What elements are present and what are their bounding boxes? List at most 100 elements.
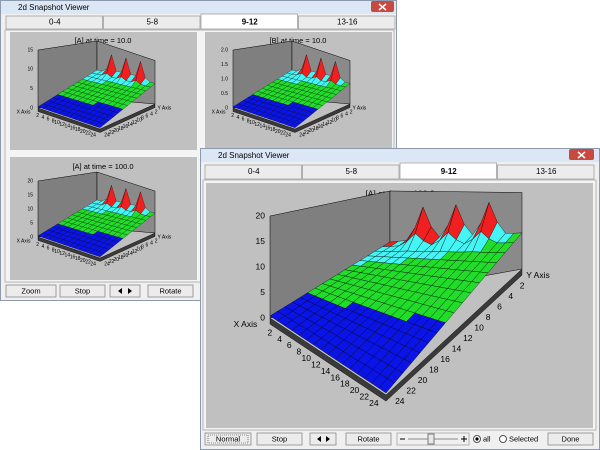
z-tick-label: 1.0 — [221, 76, 228, 82]
y-tick-label: 16 — [123, 124, 129, 130]
tab[interactable] — [200, 13, 298, 30]
y-tick-label: 12 — [132, 249, 138, 255]
arrow-icons — [317, 436, 330, 442]
slider[interactable] — [396, 432, 470, 446]
x-tick-label: 6 — [287, 340, 292, 350]
tab[interactable] — [399, 162, 497, 180]
tab-label: 5-8 — [146, 18, 158, 27]
y-tick-label: 4 — [150, 111, 153, 117]
x-tick-label: 2 — [268, 327, 273, 337]
x-tick-label: 14 — [260, 124, 266, 130]
tab-label: 9-12 — [441, 167, 458, 176]
radio-dot — [475, 437, 479, 441]
button[interactable] — [345, 432, 392, 446]
base-slab — [232, 103, 351, 133]
button[interactable] — [59, 284, 106, 298]
tab[interactable] — [5, 15, 103, 30]
x-axis-label: X Axis — [17, 109, 31, 115]
x-tick-label: 24 — [285, 132, 291, 138]
button[interactable] — [5, 284, 57, 298]
x-tick-label: 2 — [36, 242, 39, 248]
tab[interactable] — [497, 164, 595, 180]
tab[interactable] — [302, 164, 400, 180]
y-tick-label: 6 — [497, 301, 502, 311]
y-tick-label: 20 — [113, 257, 119, 263]
x-tick-label: 4 — [41, 244, 44, 250]
z-tick-label: 10 — [27, 206, 33, 212]
x-tick-label: 14 — [65, 124, 71, 130]
y-tick-label: 2 — [155, 238, 158, 244]
x-tick-label: 18 — [75, 127, 81, 133]
x-tick-label: 2 — [36, 113, 39, 119]
y-tick-label: 2 — [520, 280, 525, 290]
y-tick-label: 8 — [141, 245, 144, 251]
base-slab — [269, 268, 523, 402]
x-tick-label: 6 — [47, 117, 50, 123]
x-tick-label: 18 — [340, 379, 350, 389]
tab[interactable] — [103, 15, 201, 30]
base-slab — [37, 232, 156, 262]
y-tick-label: 6 — [146, 114, 149, 120]
tab-label: 0-4 — [49, 18, 61, 27]
y-tick-label: 10 — [331, 118, 337, 124]
base-slab — [37, 103, 156, 133]
y-tick-label: 8 — [141, 116, 144, 122]
x-tick-label: 4 — [236, 115, 239, 121]
z-tick-label: 0.5 — [221, 91, 228, 97]
y-tick-label: 18 — [118, 126, 124, 132]
button[interactable] — [204, 432, 252, 446]
z-tick-label: 20 — [256, 210, 266, 220]
button-label: Normal — [216, 434, 241, 443]
x-tick-label: 14 — [65, 253, 71, 259]
y-tick-label: 22 — [109, 259, 115, 265]
x-tick-label: 16 — [70, 254, 76, 260]
window-title: 2d Snapshot Viewer — [218, 151, 290, 160]
z-tick-label: 5 — [30, 86, 33, 92]
y-tick-label: 18 — [313, 126, 319, 132]
radio-label: Selected — [509, 434, 538, 443]
close-button[interactable] — [569, 149, 594, 160]
x-tick-label: 6 — [47, 246, 50, 252]
z-tick-label: 0 — [30, 105, 33, 111]
y-axis-label: Y Axis — [158, 105, 172, 111]
plot-title: [A] at time = 100.0 — [72, 162, 133, 171]
y-tick-label: 14 — [322, 122, 328, 128]
y-tick-label: 10 — [474, 322, 484, 332]
x-tick-label: 14 — [321, 366, 331, 376]
button-label: Stop — [272, 434, 287, 443]
tab[interactable] — [298, 15, 396, 30]
y-tick-label: 8 — [336, 116, 339, 122]
radio-label: all — [483, 434, 491, 443]
radio[interactable] — [499, 435, 507, 443]
y-tick-label: 22 — [109, 130, 115, 136]
y-tick-label: 22 — [406, 385, 416, 395]
tab-label: 9-12 — [242, 18, 259, 27]
x-tick-label: 22 — [359, 392, 369, 402]
close-button[interactable] — [371, 1, 394, 12]
x-tick-label: 24 — [90, 261, 96, 267]
arrow-buttons[interactable] — [309, 432, 337, 446]
button-label: Rotate — [159, 286, 181, 295]
y-tick-label: 20 — [418, 375, 428, 385]
y-axis-label: Y Axis — [353, 105, 367, 111]
x-tick-label: 4 — [277, 334, 282, 344]
surface-cell — [378, 378, 395, 394]
button[interactable] — [256, 432, 303, 446]
button[interactable] — [147, 284, 194, 298]
y-tick-label: 6 — [341, 114, 344, 120]
y-tick-label: 8 — [486, 312, 491, 322]
x-tick-label: 16 — [265, 125, 271, 131]
plot-title: [B] at time = 10.0 — [270, 36, 327, 45]
z-tick-label: 5 — [30, 220, 33, 226]
y-tick-label: 4 — [508, 291, 513, 301]
arrow-buttons[interactable] — [109, 284, 141, 298]
x-tick-label: 12 — [59, 122, 65, 128]
button-label: Stop — [75, 286, 90, 295]
front-window: 2d Snapshot Viewer 0-4 5-8 9-12 13-16 Normal… — [200, 148, 600, 450]
z-tick-label: 2.0 — [221, 47, 228, 53]
button[interactable] — [547, 432, 594, 446]
tab[interactable] — [204, 164, 302, 180]
plot-title: [A] at time = 10.0 — [75, 36, 132, 45]
y-tick-label: 2 — [155, 109, 158, 115]
